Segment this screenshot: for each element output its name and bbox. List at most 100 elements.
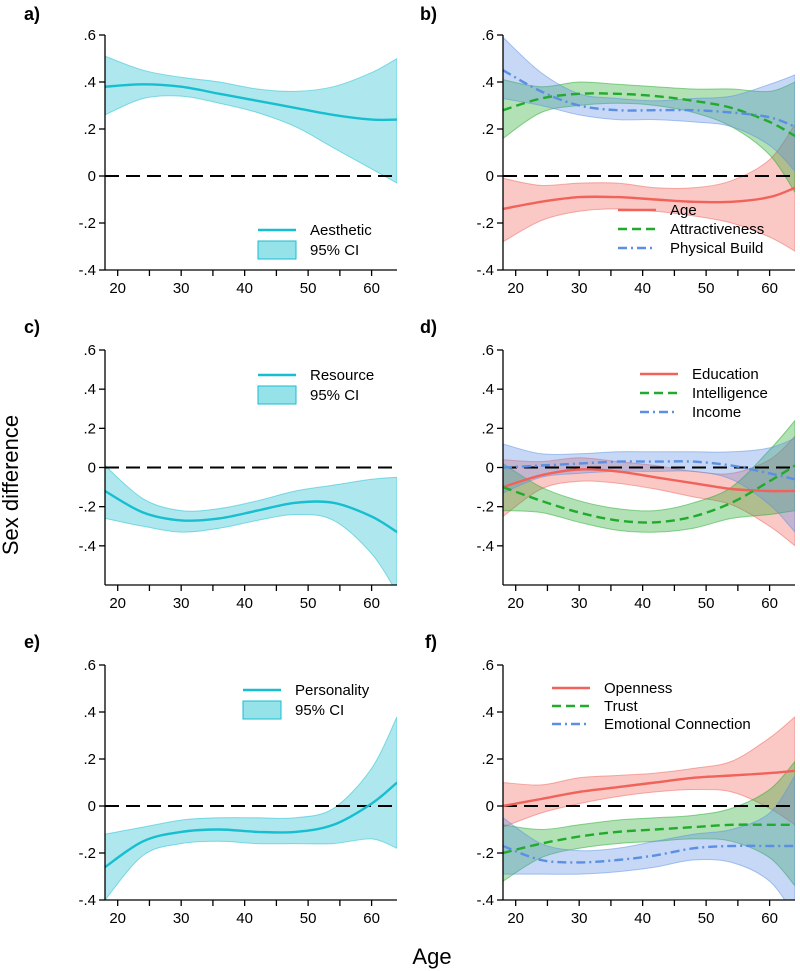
y-tick-label: .6 bbox=[481, 27, 494, 44]
legend-ci-swatch bbox=[257, 385, 297, 405]
ci-band-trust bbox=[503, 760, 795, 887]
x-tick-label: 60 bbox=[363, 910, 380, 927]
x-tick-label: 40 bbox=[634, 910, 651, 927]
legend-label: Trust bbox=[604, 698, 638, 715]
y-tick-label: .2 bbox=[481, 420, 494, 437]
x-tick-label: 30 bbox=[571, 595, 588, 612]
series-line-trust bbox=[503, 823, 795, 855]
ci-band-aesthetic bbox=[105, 55, 397, 184]
y-tick-label: 0 bbox=[88, 168, 96, 185]
y-tick-label: .6 bbox=[83, 342, 96, 359]
legend-label: Intelligence bbox=[692, 385, 768, 402]
ci-band-personality bbox=[105, 716, 397, 900]
panel-letter: b) bbox=[420, 4, 437, 24]
y-tick-label: .2 bbox=[83, 121, 96, 138]
legend: Resource 95% CI bbox=[257, 367, 374, 405]
x-tick-label: 60 bbox=[363, 595, 380, 612]
panel-c: c) .6 .4 .2 0 -.2 -.4 20 30 40 50 60 Resource 95% CI bbox=[24, 317, 397, 612]
y-tick-label: -.2 bbox=[476, 499, 494, 516]
x-tick-label: 50 bbox=[300, 280, 317, 297]
legend: Aesthetic 95% CI bbox=[257, 222, 372, 260]
y-tick-label: .4 bbox=[83, 704, 96, 721]
series-line-emotional-connection bbox=[503, 844, 795, 864]
series-line-aesthetic bbox=[105, 83, 397, 122]
legend-label: Education bbox=[692, 366, 759, 383]
x-tick-label: 50 bbox=[698, 595, 715, 612]
x-tick-label: 50 bbox=[698, 910, 715, 927]
y-tick-label: -.4 bbox=[476, 892, 494, 909]
ci-band-physical-build bbox=[503, 36, 795, 173]
x-tick-label: 60 bbox=[761, 595, 778, 612]
legend-label: Openness bbox=[604, 680, 672, 697]
x-tick-label: 30 bbox=[173, 910, 190, 927]
legend-label: 95% CI bbox=[295, 702, 344, 719]
y-tick-label: .6 bbox=[83, 657, 96, 674]
x-tick-label: 20 bbox=[109, 910, 126, 927]
x-tick-label: 20 bbox=[507, 595, 524, 612]
legend-label: Emotional Connection bbox=[604, 716, 751, 733]
y-axis-title: Sex difference bbox=[0, 415, 23, 555]
x-tick-label: 40 bbox=[236, 910, 253, 927]
y-tick-label: .2 bbox=[83, 420, 96, 437]
x-axis-title: Age bbox=[412, 944, 451, 969]
legend-label: Aesthetic bbox=[310, 222, 372, 239]
y-tick-label: 0 bbox=[486, 460, 494, 477]
panel-d: d) .6 .4 .2 0 -.2 -.4 20 30 40 50 60 Education Intell… bbox=[420, 317, 795, 612]
legend-label: Personality bbox=[295, 682, 370, 699]
y-tick-label: .4 bbox=[83, 381, 96, 398]
y-tick-label: 0 bbox=[88, 460, 96, 477]
y-tick-label: -.2 bbox=[476, 845, 494, 862]
ci-band-education bbox=[503, 435, 795, 547]
ci-band-resource bbox=[105, 464, 397, 585]
panel-e: e) .6 .4 .2 0 -.2 -.4 20 30 40 50 60 Personality 95% … bbox=[24, 632, 397, 927]
y-tick-label: .4 bbox=[481, 74, 494, 91]
series-line-education bbox=[503, 468, 795, 493]
y-tick-label: -.2 bbox=[78, 215, 96, 232]
series-line-physical-build bbox=[503, 69, 795, 128]
panel-letter: d) bbox=[420, 317, 437, 337]
series-line-income bbox=[503, 460, 795, 481]
y-tick-label: -.2 bbox=[78, 845, 96, 862]
ci-band-age bbox=[503, 123, 795, 252]
panel-letter: c) bbox=[24, 317, 40, 337]
x-tick-label: 50 bbox=[698, 280, 715, 297]
series-line-openness bbox=[503, 769, 795, 808]
x-tick-label: 20 bbox=[109, 280, 126, 297]
x-tick-label: 60 bbox=[363, 280, 380, 297]
y-tick-label: .2 bbox=[481, 121, 494, 138]
legend-label: Age bbox=[670, 202, 697, 219]
x-tick-label: 30 bbox=[173, 280, 190, 297]
panel-f: f) .6 .4 .2 0 -.2 -.4 20 30 40 50 60 OpennessTrustEm… bbox=[425, 632, 795, 927]
x-tick-label: 40 bbox=[634, 280, 651, 297]
x-tick-label: 60 bbox=[761, 280, 778, 297]
x-tick-label: 40 bbox=[236, 280, 253, 297]
ci-band-openness bbox=[503, 716, 795, 828]
series-line-attractiveness bbox=[503, 92, 795, 138]
ci-band-attractiveness bbox=[503, 79, 795, 194]
y-tick-label: 0 bbox=[486, 798, 494, 815]
y-tick-label: -.2 bbox=[476, 215, 494, 232]
legend-ci-swatch bbox=[257, 240, 297, 260]
y-tick-label: .2 bbox=[481, 751, 494, 768]
ci-band-intelligence bbox=[503, 419, 795, 533]
y-tick-label: .4 bbox=[481, 381, 494, 398]
y-tick-label: .2 bbox=[83, 751, 96, 768]
series-line-resource bbox=[105, 489, 397, 534]
legend-label: Physical Build bbox=[670, 240, 763, 257]
legend-label: 95% CI bbox=[310, 387, 359, 404]
panel-a: a) .6 .4 .2 0 -.2 -.4 20 30 40 50 60 Aesthetic 95% CI bbox=[24, 4, 397, 297]
legend-label: Attractiveness bbox=[670, 221, 764, 238]
series-line-age bbox=[503, 186, 795, 211]
ci-band-income bbox=[503, 437, 795, 533]
x-tick-label: 60 bbox=[761, 910, 778, 927]
y-tick-label: .4 bbox=[83, 74, 96, 91]
x-tick-label: 50 bbox=[300, 910, 317, 927]
legend: Age Attractiveness Physical Build bbox=[618, 202, 764, 257]
legend: Education Intelligence Income bbox=[640, 366, 768, 421]
y-tick-label: .6 bbox=[481, 342, 494, 359]
x-tick-label: 30 bbox=[571, 910, 588, 927]
y-tick-label: -.4 bbox=[78, 892, 96, 909]
legend: Personality 95% CI bbox=[242, 682, 370, 720]
x-tick-label: 30 bbox=[173, 595, 190, 612]
